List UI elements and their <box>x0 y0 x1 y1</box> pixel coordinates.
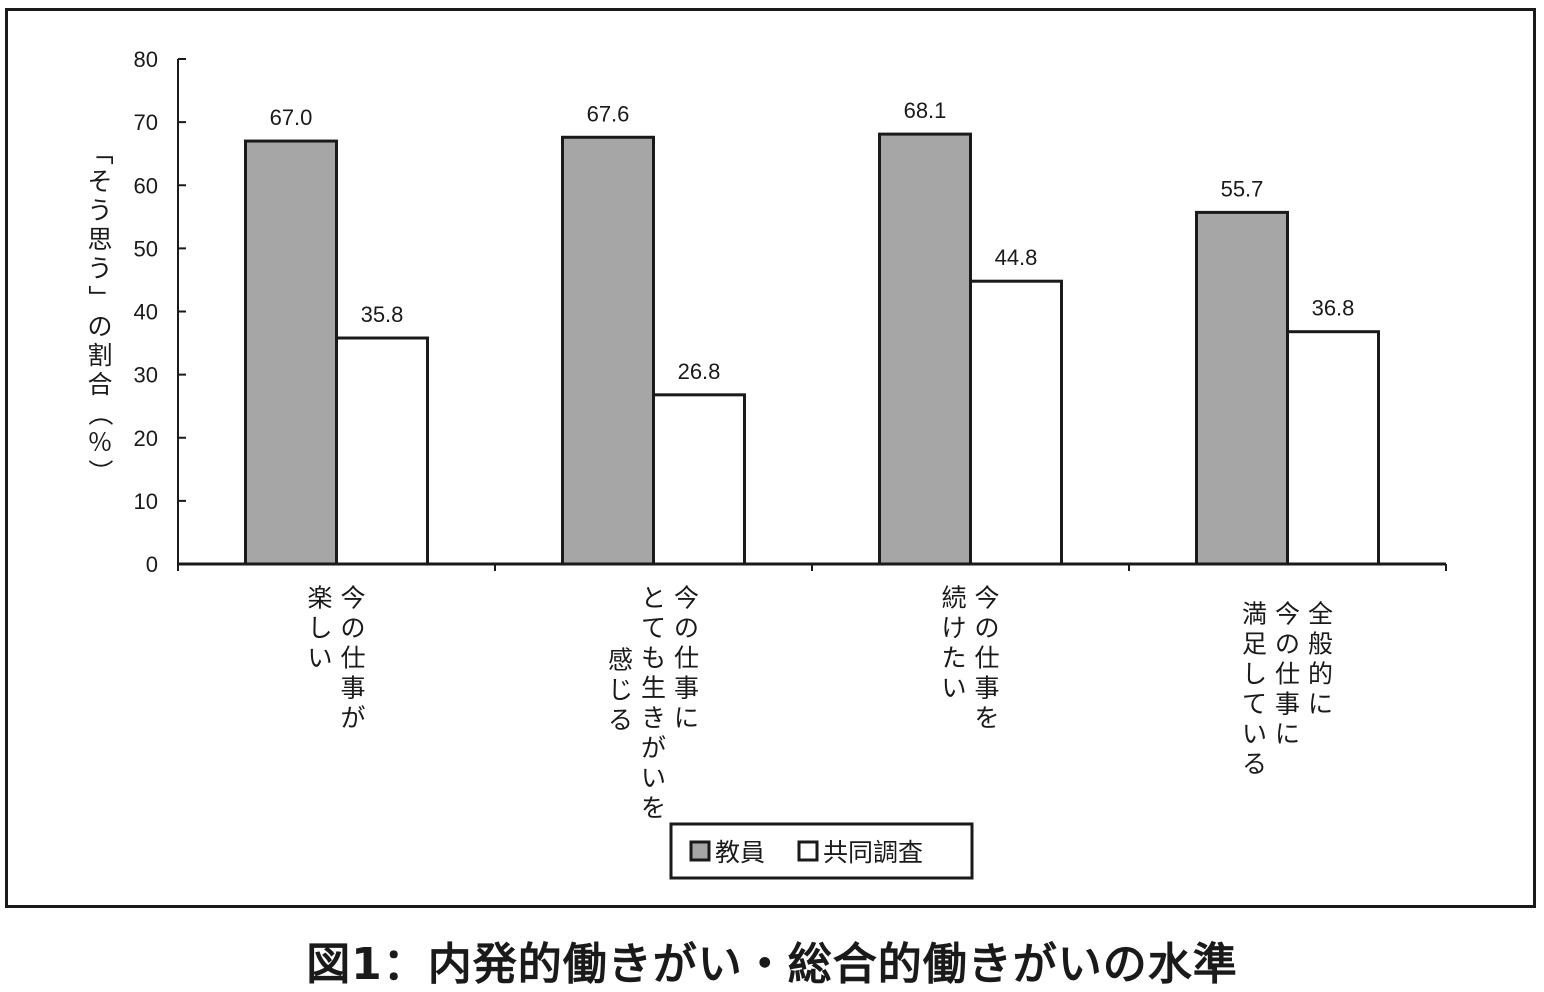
y-axis-label-char: （ <box>86 401 115 426</box>
category-label-char: る <box>608 706 633 735</box>
y-axis-label-char: う <box>87 196 112 225</box>
category-label-char: け <box>941 614 966 643</box>
legend-swatch <box>689 840 711 862</box>
category-label-char: 今 <box>974 584 999 613</box>
category-label-char: る <box>1242 750 1267 779</box>
category-label-char: の <box>674 614 699 643</box>
category-label-char: い <box>641 764 666 793</box>
category-label-char: を <box>974 704 999 733</box>
legend: 教員 共同調査 <box>669 822 974 880</box>
y-tick-label: 40 <box>134 300 158 325</box>
legend-label: 共同調査 <box>823 838 923 867</box>
y-axis-label-char: 合 <box>87 370 112 399</box>
data-label: 67.0 <box>270 105 313 130</box>
x-axis <box>177 562 1447 571</box>
category-label-char: 事 <box>674 674 699 703</box>
category-label-char: 足 <box>1242 630 1267 659</box>
y-tick-label: 60 <box>134 173 158 198</box>
category-label-char: が <box>340 704 365 733</box>
y-tick-label: 30 <box>134 363 158 388</box>
y-axis-label-char: の <box>87 312 112 341</box>
category-label-char: い <box>941 674 966 703</box>
bar-joint-survey <box>1286 330 1380 566</box>
bar-teacher <box>561 135 655 566</box>
category-label-char: し <box>1242 660 1267 689</box>
category-label-char: て <box>641 614 666 643</box>
y-axis: 0 10 20 30 40 50 60 70 80 <box>134 47 186 577</box>
category-label-char: 生 <box>641 674 666 703</box>
bar-teacher <box>1195 210 1289 566</box>
category-label-char: も <box>641 644 666 673</box>
legend-swatch <box>797 840 819 862</box>
y-axis-label-char: 」 <box>86 285 115 310</box>
category-label-char: 感 <box>608 646 633 675</box>
bars: 67.0 35.8 67.6 26.8 68.1 44.8 55.7 36.8 <box>244 98 1380 566</box>
category-label-char: 仕 <box>974 644 999 673</box>
bar-joint-survey <box>335 336 429 566</box>
category-label-char: の <box>974 614 999 643</box>
category-label-char: に <box>1275 720 1300 749</box>
data-label: 44.8 <box>995 245 1038 270</box>
y-axis-label-char: う <box>87 254 112 283</box>
chart-frame <box>5 8 1536 908</box>
data-label: 35.8 <box>361 302 404 327</box>
category-label-char: て <box>1242 690 1267 719</box>
category-label-char: に <box>674 704 699 733</box>
y-tick-label: 50 <box>134 236 158 261</box>
category-label-char: た <box>941 644 966 673</box>
y-axis-label-char: ） <box>86 459 115 484</box>
category-label-char: 楽 <box>307 584 332 613</box>
legend-label: 教員 <box>715 838 765 867</box>
category-label-char: 続 <box>941 584 966 613</box>
legend-box <box>669 822 974 880</box>
category-label-char: 事 <box>974 674 999 703</box>
category-label-char: 的 <box>1308 660 1333 689</box>
data-label: 68.1 <box>904 98 947 123</box>
category-label-char: 事 <box>340 674 365 703</box>
category-label-char: 全 <box>1308 600 1333 629</box>
category-label-char: 仕 <box>340 644 365 673</box>
y-tick-label: 10 <box>134 489 158 514</box>
category-label-char: 仕 <box>1275 660 1300 689</box>
y-axis-label-char: 「 <box>86 140 115 165</box>
bar-teacher <box>878 132 972 566</box>
category-label-char: い <box>1242 720 1267 749</box>
y-tick-label: 70 <box>134 110 158 135</box>
category-label-char: の <box>1275 630 1300 659</box>
y-axis-label-char: ％ <box>87 428 112 457</box>
category-labels: 今の仕事が楽しい今の仕事にとても生きがいを感じる今の仕事を続けたい全般的に今の仕… <box>307 584 1333 823</box>
category-label-char: し <box>307 614 332 643</box>
category-label-char: の <box>340 614 365 643</box>
y-axis-label-char: 思 <box>87 225 112 254</box>
data-label: 26.8 <box>678 359 721 384</box>
category-label-char: が <box>641 734 666 763</box>
category-label-char: 事 <box>1275 690 1300 719</box>
category-label-char: と <box>641 584 666 613</box>
category-label-char: 満 <box>1242 600 1267 629</box>
category-label-char: 仕 <box>674 644 699 673</box>
category-label-char: じ <box>608 676 633 705</box>
figure-caption: 図1：内発的働きがい・総合的働きがいの水準 <box>306 939 1238 990</box>
y-axis-label-char: そ <box>87 167 112 196</box>
category-label-char: 今 <box>1275 600 1300 629</box>
category-label-char: い <box>307 644 332 673</box>
bar-joint-survey <box>652 393 746 566</box>
y-tick-label: 0 <box>146 552 158 577</box>
bar-joint-survey <box>969 279 1063 566</box>
category-label-char: き <box>641 704 666 733</box>
category-label-char: 今 <box>674 584 699 613</box>
data-label: 67.6 <box>587 101 630 126</box>
category-label-char: を <box>641 794 666 823</box>
y-tick-label: 80 <box>134 47 158 72</box>
category-label-char: 今 <box>340 584 365 613</box>
category-label-char: 般 <box>1308 630 1333 659</box>
y-axis-label-char: 割 <box>87 341 112 370</box>
data-label: 36.8 <box>1312 296 1355 321</box>
bar-teacher <box>244 139 338 566</box>
data-label: 55.7 <box>1221 176 1264 201</box>
y-tick-label: 20 <box>134 426 158 451</box>
category-label-char: に <box>1308 690 1333 719</box>
